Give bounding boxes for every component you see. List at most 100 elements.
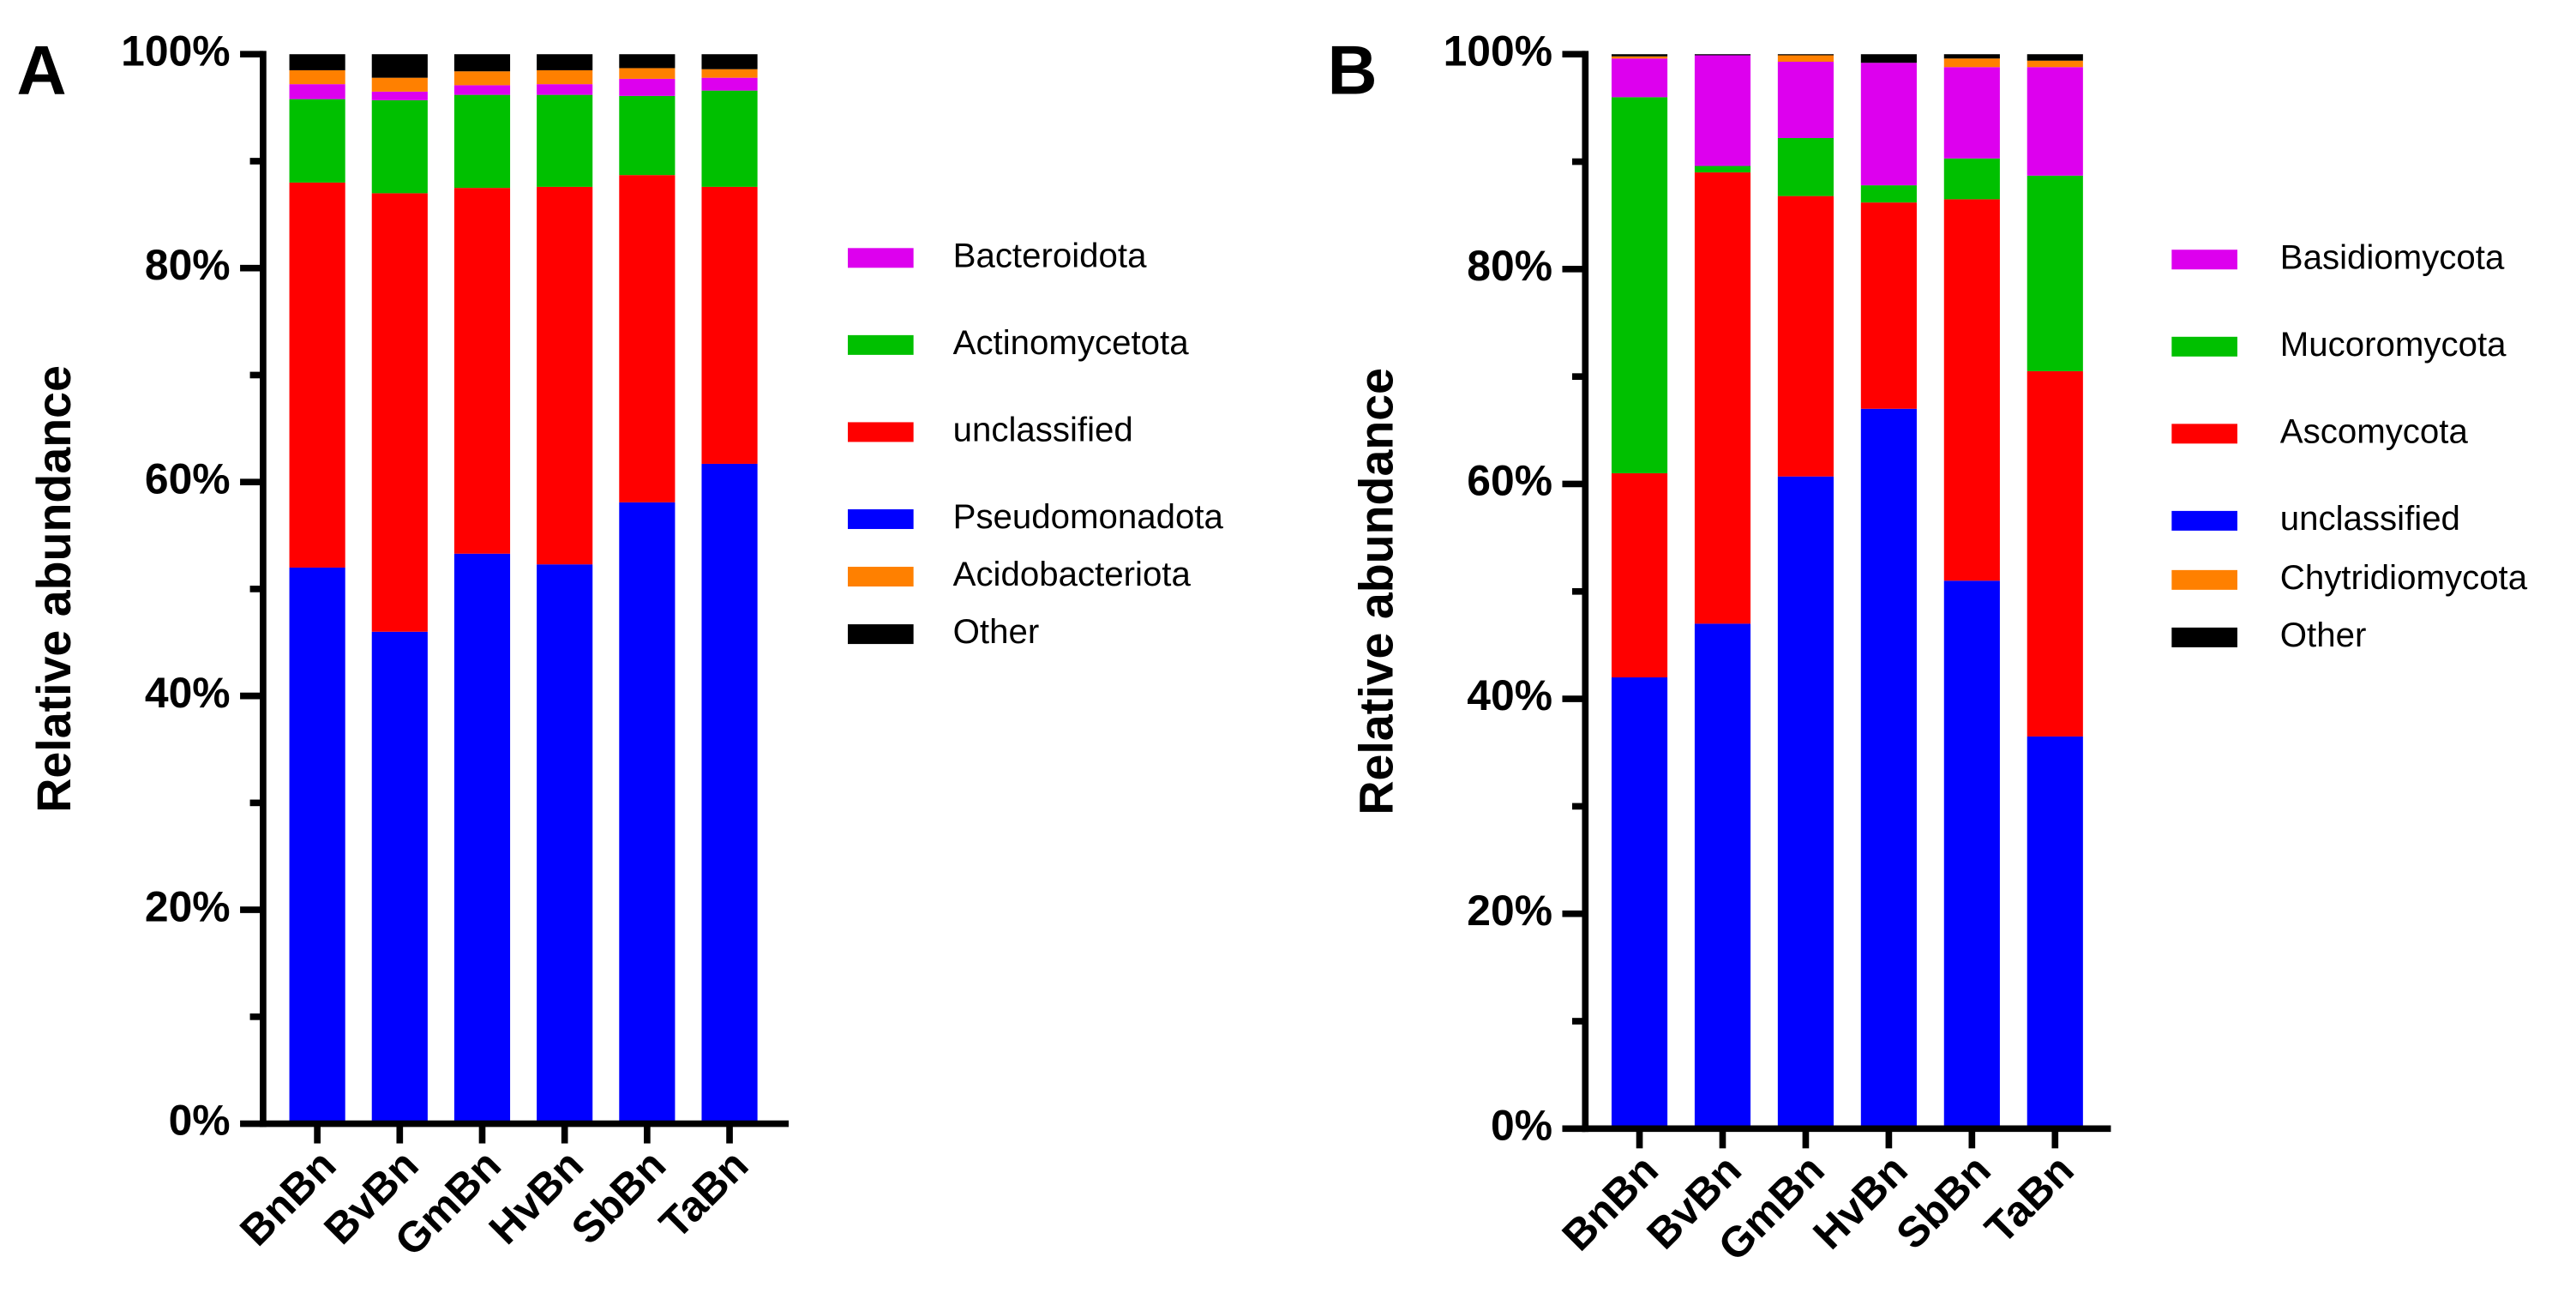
x-tick-label: TaBn (1976, 1146, 2083, 1253)
bar-segment (701, 463, 758, 1124)
bar-segment (1611, 677, 1668, 1129)
bar-segment (537, 84, 593, 95)
bar-segment (2027, 736, 2083, 1129)
bar-segment (1943, 199, 2000, 581)
panel-label: B (1327, 32, 1377, 109)
bar-segment (289, 84, 345, 99)
bar-segment (2027, 60, 2083, 68)
bar-segment (1943, 54, 2000, 59)
bar-segment (619, 175, 676, 502)
bar-segment (371, 631, 428, 1124)
bar-segment (1777, 62, 1834, 138)
bar-segment (1777, 54, 1834, 56)
bar-segment (1860, 54, 1917, 63)
x-tick-label: HvBn (480, 1140, 593, 1254)
legend-swatch (848, 508, 914, 529)
bar-segment (453, 85, 511, 95)
y-axis-title: Relative abundance (27, 365, 81, 813)
x-tick-label: SbBn (1887, 1146, 2000, 1259)
x-tick-label: BnBn (231, 1140, 345, 1254)
legend-swatch (848, 567, 914, 587)
bar-segment (453, 188, 511, 554)
legend-label: Chytridiomycota (2280, 558, 2528, 597)
bar-segment (1943, 67, 2000, 159)
x-tick-label: SbBn (562, 1140, 676, 1254)
bar-segment (1860, 408, 1917, 1129)
bar-segment (1943, 580, 2000, 1129)
y-tick-label: 100% (121, 27, 230, 75)
y-tick-label: 0% (169, 1097, 231, 1145)
bar-segment (537, 94, 593, 187)
legend-swatch (2171, 336, 2237, 357)
y-tick-label: 20% (145, 882, 231, 930)
bar-segment (289, 54, 345, 70)
bar-segment (371, 99, 428, 194)
bar-segment (1943, 158, 2000, 200)
legend-label: Mucoromycota (2280, 325, 2507, 364)
legend-label: Pseudomonadota (953, 497, 1224, 536)
bar-segment (1611, 472, 1668, 678)
legend-label: unclassified (2280, 499, 2460, 538)
bar-segment (371, 77, 428, 92)
bar-segment (1860, 63, 1917, 186)
bar-segment (1611, 54, 1668, 57)
legend-swatch (848, 248, 914, 268)
bar-segment (2027, 370, 2083, 737)
legend-swatch (848, 422, 914, 442)
legend-swatch (2171, 510, 2237, 531)
bar-segment (1777, 137, 1834, 196)
panel-label: A (16, 32, 66, 109)
bar-segment (619, 95, 676, 176)
bar-segment (2027, 67, 2083, 176)
legend-label: Other (2280, 616, 2367, 654)
bar-segment (619, 68, 676, 79)
legend-label: Actinomycetota (953, 323, 1190, 362)
bar-segment (1694, 55, 1751, 166)
bar-segment (371, 193, 428, 632)
bar-segment (289, 182, 345, 568)
bar-segment (537, 186, 593, 565)
y-tick-label: 60% (145, 454, 231, 502)
x-tick-label: TaBn (650, 1140, 757, 1248)
bar-segment (371, 54, 428, 78)
bar-segment (371, 91, 428, 100)
bar-segment (289, 567, 345, 1124)
legend-label: unclassified (953, 411, 1133, 449)
bar-segment (2027, 54, 2083, 61)
y-tick-label: 60% (1467, 457, 1552, 505)
bar-segment (1777, 476, 1834, 1129)
bar-segment (701, 69, 758, 78)
legend-swatch (2171, 424, 2237, 444)
x-tick-label: BnBn (1552, 1146, 1666, 1260)
y-tick-label: 80% (145, 241, 231, 289)
legend-label: Ascomycota (2280, 412, 2469, 450)
legend-swatch (2171, 250, 2237, 270)
bar-segment (453, 553, 511, 1124)
bar-segment (701, 54, 758, 69)
bar-segment (1694, 172, 1751, 624)
legend-label: Bacteroidota (953, 236, 1147, 274)
y-tick-label: 40% (145, 669, 231, 717)
bar-segment (1943, 58, 2000, 68)
legend-swatch (2171, 569, 2237, 590)
bar-segment (1777, 195, 1834, 477)
y-tick-label: 20% (1467, 887, 1552, 935)
bar-segment (1694, 165, 1751, 173)
legend-swatch (848, 334, 914, 355)
bar-segment (453, 71, 511, 86)
y-tick-label: 80% (1467, 242, 1552, 290)
bar-segment (1860, 185, 1917, 203)
legend-label: Basidiomycota (2280, 238, 2505, 276)
legend-label: Acidobacteriota (953, 555, 1192, 593)
legend-swatch (2171, 627, 2237, 647)
bar-segment (1611, 56, 1668, 59)
bar-segment (453, 94, 511, 189)
bar-segment (701, 90, 758, 187)
bar-segment (289, 99, 345, 183)
legend-swatch (848, 624, 914, 645)
y-axis-title: Relative abundance (1349, 368, 1402, 815)
y-tick-label: 40% (1467, 671, 1552, 719)
bar-segment (1611, 58, 1668, 98)
